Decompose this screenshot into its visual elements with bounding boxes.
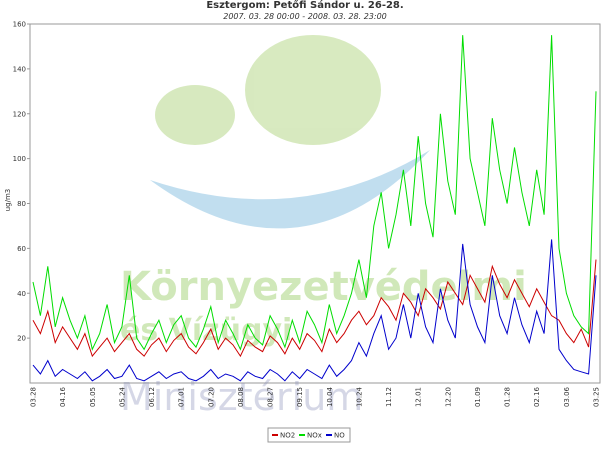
x-tick-label: 03.28 bbox=[30, 387, 38, 407]
x-tick-label: 07.01 bbox=[178, 387, 186, 407]
x-tick-label: 01.28 bbox=[504, 387, 512, 407]
y-tick-label: 40 bbox=[17, 290, 26, 298]
y-tick-label: 140 bbox=[13, 65, 26, 73]
x-tick-label: 03.25 bbox=[593, 387, 601, 407]
x-tick-label: 05.24 bbox=[118, 386, 126, 407]
y-axis-label: ug/m3 bbox=[4, 189, 12, 212]
x-tick-label: 01.09 bbox=[474, 387, 482, 407]
x-tick-label: 06.12 bbox=[148, 387, 156, 407]
y-tick-label: 20 bbox=[17, 335, 26, 343]
bubble bbox=[245, 35, 381, 145]
series-line bbox=[32, 239, 597, 382]
arc bbox=[150, 150, 430, 229]
chart-subtitle: 2007. 03. 28 00:00 - 2008. 03. 28. 23:00 bbox=[223, 12, 387, 21]
x-tick-label: 12.20 bbox=[444, 387, 452, 407]
x-tick-label: 12.01 bbox=[415, 387, 423, 407]
x-tick-label: 08.08 bbox=[237, 387, 245, 407]
x-tick-label: 10.04 bbox=[326, 386, 334, 407]
x-tick-label: 02.16 bbox=[533, 386, 541, 407]
legend-box bbox=[267, 427, 351, 443]
series-line bbox=[32, 35, 597, 351]
x-tick-label: 07.20 bbox=[207, 387, 215, 407]
x-tick-label: 10.24 bbox=[355, 386, 363, 407]
legend-label: NOx bbox=[307, 432, 322, 440]
legend-label: NO2 bbox=[280, 432, 295, 440]
y-tick-label: 60 bbox=[17, 245, 26, 253]
y-tick-label: 120 bbox=[13, 110, 26, 118]
series-line bbox=[32, 259, 597, 358]
x-tick-label: 05.05 bbox=[89, 387, 97, 407]
y-tick-label: 80 bbox=[17, 200, 26, 208]
x-tick-label: 04.16 bbox=[59, 386, 67, 407]
x-tick-label: 08.27 bbox=[267, 387, 275, 407]
legend-label: NO bbox=[334, 432, 345, 440]
y-tick-label: 160 bbox=[13, 21, 26, 29]
x-tick-label: 03.06 bbox=[563, 386, 571, 407]
bubble bbox=[155, 85, 235, 145]
x-tick-label: 09.15 bbox=[296, 387, 304, 407]
chart-title: Esztergom: Petőfi Sándor u. 26-28. bbox=[206, 0, 403, 11]
watermark-logo bbox=[150, 35, 430, 229]
x-tick-label: 11.12 bbox=[385, 387, 393, 407]
y-tick-label: 100 bbox=[13, 155, 26, 163]
watermark-text: Minisztérium bbox=[120, 375, 363, 419]
